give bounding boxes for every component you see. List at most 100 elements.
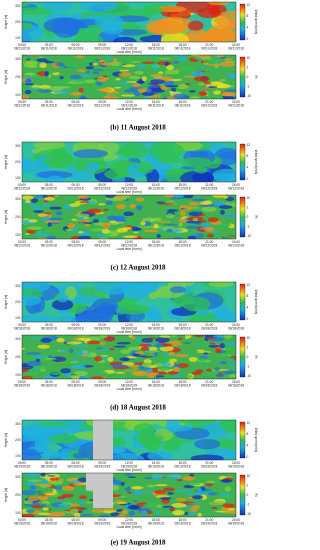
heatmap-cell: [198, 82, 206, 86]
colorbar-label: Wind speed [m/s]: [254, 10, 258, 35]
x-tick-date: 08/11/2018: [41, 103, 57, 107]
missing-data: [86, 473, 96, 491]
heatmap-cell: [60, 368, 72, 374]
heatmap-cell: [107, 205, 113, 211]
heatmap-cell: [49, 477, 60, 482]
heatmap-cell: [116, 82, 133, 85]
heatmap-cell: [184, 511, 189, 516]
heatmap-cell: [136, 337, 141, 343]
x-tick-date: 08/12/2018: [14, 243, 30, 247]
colorbar-tick-label: 8: [247, 294, 249, 298]
x-tick-label: 18:00: [179, 323, 187, 327]
heatmap-cell: [121, 362, 135, 366]
x-tick-label: 12:00: [125, 380, 133, 384]
heatmap-cell: [121, 509, 128, 515]
heatmap-cell: [147, 142, 185, 160]
plot-frame: [21, 194, 237, 240]
y-tick-label: 100: [15, 373, 21, 377]
heatmap-cell: [22, 158, 42, 174]
heatmap-cell: [170, 55, 184, 57]
heatmap-cell: [107, 215, 118, 220]
heatmap-cell: [201, 220, 207, 223]
colorbar-tick-label: -10: [247, 94, 252, 98]
heatmap-cell: [191, 70, 205, 77]
heatmap-cell: [25, 473, 40, 478]
heatmap-cell: [132, 370, 149, 377]
heatmap-cell: [175, 497, 187, 502]
colorbar-tick-label: -1: [247, 502, 250, 506]
heatmap-cell: [66, 63, 79, 69]
heatmap-cell: [67, 223, 76, 229]
x-tick-date: 08/19/2018: [94, 521, 110, 525]
figure: Height [m]30020010000:0008/11/201803:000…: [4, 1, 258, 547]
heatmap-cell: [188, 312, 221, 322]
heatmap-cell: [156, 233, 161, 238]
heatmap-cell: [114, 218, 127, 223]
colorbar-tick-label: 0: [247, 355, 249, 359]
heatmap-cell: [169, 507, 175, 512]
heatmap-cell: [187, 503, 203, 505]
x-tick-label: 12:00: [125, 461, 133, 465]
heatmap-cell: [36, 81, 47, 84]
colorbar-tick-label: 4: [247, 444, 249, 448]
x-axis-label: Local time [h:min]: [117, 107, 142, 111]
heatmap-cell: [69, 203, 80, 207]
heatmap-cell: [165, 85, 179, 88]
heatmap-cell: [98, 59, 106, 63]
heatmap-cell: [186, 221, 203, 224]
heatmap-cell: [124, 369, 136, 372]
x-tick-date: 08/12/2018: [68, 243, 84, 247]
heatmap-cell: [100, 354, 109, 357]
heatmap-cell: [164, 217, 170, 222]
x-tick-label: 15:00: [152, 323, 160, 327]
y-tick-label: 100: [15, 176, 21, 180]
colorbar-tick-label: -1: [247, 364, 250, 368]
y-tick-label: 200: [15, 20, 21, 24]
colorbar-tick-label: 0: [247, 37, 249, 41]
heatmap-cell: [217, 369, 230, 371]
x-axis-label: Local time [h:min]: [117, 190, 142, 194]
heatmap-cell: [215, 373, 224, 378]
x-tick-label: 00:00: [18, 43, 26, 47]
heatmap-cell: [53, 315, 78, 322]
heatmap-cell: [125, 356, 137, 359]
heatmap-cell: [178, 337, 183, 341]
heatmap-cell: [40, 478, 49, 485]
heatmap-cell: [123, 358, 130, 361]
heatmap-cell: [209, 173, 236, 181]
x-tick-label: 06:00: [72, 518, 80, 522]
heatmap-cell: [34, 443, 48, 453]
heatmap-cell: [196, 211, 203, 213]
heatmap-cell: [88, 228, 103, 233]
x-tick-date: 08/11/2018: [41, 46, 57, 50]
x-tick-label: 00:00: [18, 518, 26, 522]
heatmap-cell: [155, 201, 166, 204]
x-tick-label: 00:00: [18, 183, 26, 187]
heatmap-cell: [128, 510, 136, 516]
heatmap-cell: [79, 95, 87, 99]
x-tick-label: 18:00: [179, 43, 187, 47]
heatmap-cell: [50, 480, 63, 485]
heatmap-cell: [213, 28, 236, 40]
heatmap-cell: [69, 361, 80, 364]
heatmap-cell: [102, 208, 110, 211]
heatmap-cell: [49, 70, 58, 74]
x-tick-date: 08/18/2018: [94, 326, 110, 330]
heatmap-cell: [63, 55, 69, 61]
y-tick-label: 200: [15, 438, 21, 442]
x-tick-label: 21:00: [205, 323, 213, 327]
heatmap-cell: [183, 195, 194, 199]
x-tick-date: 08/18/2018: [41, 383, 57, 387]
plot-frame: [21, 472, 237, 518]
colorbar-tick-label: 12: [247, 283, 251, 287]
heatmap-cell: [70, 91, 83, 96]
heatmap-cell: [115, 371, 126, 374]
heatmap-cell: [110, 61, 122, 67]
x-tick-label: 00:00: [18, 323, 26, 327]
y-tick-label: 100: [15, 511, 21, 515]
heatmap-cell: [196, 349, 205, 352]
heatmap-cell: [178, 66, 194, 72]
heatmap-cell: [225, 510, 236, 514]
heatmap-cell: [22, 315, 55, 322]
heatmap-cell: [37, 195, 44, 199]
